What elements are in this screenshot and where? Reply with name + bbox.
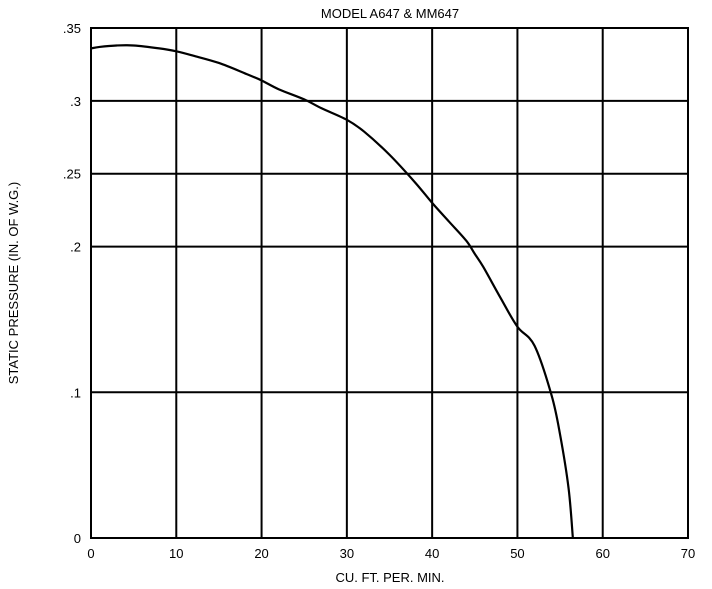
y-tick-label: .3 [70, 94, 81, 109]
x-tick-label: 40 [425, 546, 439, 561]
x-tick-label: 10 [169, 546, 183, 561]
x-tick-label: 30 [340, 546, 354, 561]
y-tick-label: .1 [70, 385, 81, 400]
y-axis-label: STATIC PRESSURE (IN. OF W.G.) [6, 182, 21, 384]
x-tick-label: 20 [254, 546, 268, 561]
grid-lines [91, 28, 688, 538]
x-tick-labels: 0 10 20 30 40 50 60 70 [87, 546, 695, 561]
y-tick-labels: 0 .1 .2 .25 .3 .35 [63, 21, 81, 546]
y-tick-label: .35 [63, 21, 81, 36]
plot-frame [90, 27, 689, 539]
y-tick-label: .25 [63, 167, 81, 182]
x-axis-label: CU. FT. PER. MIN. [335, 570, 444, 585]
y-tick-label: 0 [74, 531, 81, 546]
y-tick-label: .2 [70, 240, 81, 255]
x-tick-label: 60 [595, 546, 609, 561]
x-tick-label: 0 [87, 546, 94, 561]
x-tick-label: 50 [510, 546, 524, 561]
series-line [90, 44, 574, 539]
chart-title: MODEL A647 & MM647 [321, 6, 459, 21]
x-tick-label: 70 [681, 546, 695, 561]
